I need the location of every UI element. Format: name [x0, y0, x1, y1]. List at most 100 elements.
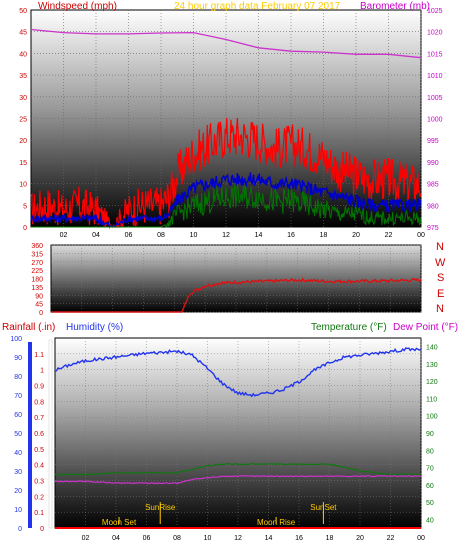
- wind-y-tick: 5: [23, 203, 27, 210]
- temperature-y-tick: 90: [426, 431, 434, 438]
- wind-x-tick: 14: [255, 232, 263, 239]
- temperature-y-tick: 120: [426, 379, 438, 386]
- dir-letter-s: S: [437, 272, 444, 284]
- bottom-x-tick: 02: [82, 535, 90, 542]
- rain-y-tick: 0.7: [34, 415, 44, 422]
- wind-x-tick: 16: [287, 232, 295, 239]
- wind-x-tick: 22: [385, 232, 393, 239]
- bottom-x-tick: 18: [326, 535, 334, 542]
- wind-y-tick: 10: [19, 182, 27, 189]
- rain-y-tick: 0.3: [34, 479, 44, 486]
- wind-y-tick: 25: [19, 117, 27, 124]
- rain-y-tick: 0.9: [34, 384, 44, 391]
- humidity-y-tick: 0: [18, 526, 22, 533]
- humidity-y-tick: 30: [14, 469, 22, 476]
- bottom-x-tick: 04: [112, 535, 120, 542]
- bottom-x-tick: 16: [295, 535, 303, 542]
- temperature-y-tick: 80: [426, 448, 434, 455]
- wind-lull-line: [31, 183, 422, 228]
- humidity-y-tick: 90: [14, 355, 22, 362]
- wind-x-tick: 02: [60, 232, 68, 239]
- moonset-label: Moon Set: [102, 518, 137, 527]
- barometer-axis-label: Barometer (mb): [360, 1, 430, 12]
- wind-y-tick: 15: [19, 160, 27, 167]
- wind-x-tick: 00: [417, 232, 425, 239]
- barometer-y-tick: 1015: [427, 51, 443, 58]
- dir-letter-n-top: N: [436, 241, 444, 253]
- temperature-y-tick: 60: [426, 483, 434, 490]
- rain-y-tick: 0.4: [34, 463, 44, 470]
- wind-x-tick: 20: [352, 232, 360, 239]
- temperature-y-tick: 100: [426, 414, 438, 421]
- wind-avg-line: [30, 172, 422, 228]
- bottom-x-tick: 22: [387, 535, 395, 542]
- humidity-line: [54, 347, 422, 398]
- barometer-y-tick: 1020: [427, 30, 443, 37]
- temperature-y-tick: 50: [426, 500, 434, 507]
- rain-y-tick: 1.1: [34, 352, 44, 359]
- sunrise-label: SunRise: [145, 503, 176, 512]
- wind-x-tick: 12: [222, 232, 230, 239]
- rain-y-tick: 0: [40, 526, 44, 533]
- temperature-axis-label: Temperature (°F): [311, 322, 387, 333]
- humidity-y-tick: 40: [14, 450, 22, 457]
- dir-letter-w: W: [435, 257, 446, 269]
- humidity-y-tick: 20: [14, 488, 22, 495]
- barometer-y-tick: 990: [427, 160, 439, 167]
- wind-axis-label: Windspeed (mph): [38, 1, 117, 12]
- humidity-y-tick: 100: [10, 336, 22, 343]
- barometer-y-tick: 1025: [427, 8, 443, 15]
- bottom-x-tick: 10: [204, 535, 212, 542]
- barometer-y-tick: 975: [427, 225, 439, 232]
- barometer-line: [30, 28, 422, 59]
- wind-gust-line: [30, 117, 422, 230]
- direction-y-tick: 0: [39, 310, 43, 317]
- temperature-y-tick: 70: [426, 466, 434, 473]
- direction-y-tick: 360: [31, 243, 43, 250]
- humidity-y-tick: 50: [14, 431, 22, 438]
- wind-y-tick: 50: [19, 8, 27, 15]
- direction-y-tick: 90: [35, 293, 43, 300]
- direction-y-tick: 315: [31, 251, 43, 258]
- barometer-y-tick: 1005: [427, 95, 443, 102]
- temperature-line: [54, 462, 422, 476]
- wind-x-tick: 06: [125, 232, 133, 239]
- wind-y-tick: 45: [19, 30, 27, 37]
- direction-y-tick: 270: [31, 260, 43, 267]
- rain-y-tick: 0.1: [34, 510, 44, 517]
- wind-y-tick: 0: [23, 225, 27, 232]
- direction-y-tick: 180: [31, 277, 43, 284]
- wind-x-tick: 04: [92, 232, 100, 239]
- rain-y-tick: 0.6: [34, 431, 44, 438]
- rain-y-tick: 1: [40, 368, 44, 375]
- barometer-y-tick: 1000: [427, 117, 443, 124]
- sunset-label: SunSet: [310, 503, 337, 512]
- humidity-y-tick: 60: [14, 412, 22, 419]
- rain-y-tick: 0.8: [34, 399, 44, 406]
- humidity-scale-bar: [28, 342, 32, 528]
- bottom-x-tick: 06: [143, 535, 151, 542]
- barometer-y-tick: 995: [427, 138, 439, 145]
- rain-y-tick: 0.5: [34, 447, 44, 454]
- temperature-y-tick: 130: [426, 362, 438, 369]
- bottom-x-tick: 08: [173, 535, 181, 542]
- barometer-y-tick: 985: [427, 182, 439, 189]
- dewpoint-line: [54, 475, 422, 485]
- bottom-x-tick: 00: [417, 535, 425, 542]
- direction-line: [51, 277, 422, 313]
- dir-letter-e: E: [437, 288, 444, 300]
- temperature-y-tick: 140: [426, 345, 438, 352]
- humidity-axis-label: Humidity (%): [66, 322, 123, 333]
- direction-y-tick: 135: [31, 285, 43, 292]
- dewpoint-axis-label: Dew Point (°F): [393, 322, 458, 333]
- bottom-x-tick: 14: [265, 535, 273, 542]
- humidity-y-tick: 10: [14, 507, 22, 514]
- temperature-y-tick: 110: [426, 396, 437, 403]
- direction-y-tick: 45: [35, 302, 43, 309]
- rain-scale-bar: [48, 339, 53, 529]
- bottom-x-tick: 12: [234, 535, 242, 542]
- dir-letter-n-bottom: N: [436, 303, 444, 315]
- graph-title: 24 hour graph data February 07 2017: [174, 1, 341, 12]
